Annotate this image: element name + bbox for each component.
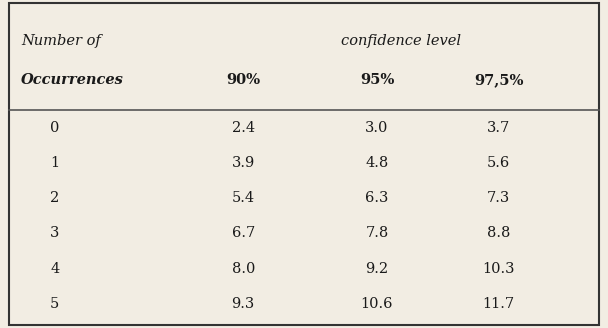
Text: 5.4: 5.4 [232, 191, 255, 205]
Text: 2: 2 [50, 191, 60, 205]
Text: 6.7: 6.7 [232, 226, 255, 240]
Text: Occurrences: Occurrences [21, 73, 124, 87]
Text: 3.9: 3.9 [232, 156, 255, 170]
Text: 5: 5 [50, 297, 60, 311]
Text: 90%: 90% [226, 73, 260, 87]
Text: 97,5%: 97,5% [474, 73, 523, 87]
Text: 3.7: 3.7 [487, 120, 510, 134]
Text: 1: 1 [50, 156, 60, 170]
Text: 10.6: 10.6 [361, 297, 393, 311]
Text: 7.8: 7.8 [365, 226, 389, 240]
Text: confidence level: confidence level [341, 34, 461, 48]
Text: 3.0: 3.0 [365, 120, 389, 134]
Text: 10.3: 10.3 [482, 261, 515, 276]
Text: 9.2: 9.2 [365, 261, 389, 276]
Text: 9.3: 9.3 [232, 297, 255, 311]
Text: 8.0: 8.0 [232, 261, 255, 276]
Text: 7.3: 7.3 [487, 191, 510, 205]
Text: 3: 3 [50, 226, 60, 240]
Text: 4.8: 4.8 [365, 156, 389, 170]
Text: Number of: Number of [21, 34, 101, 48]
Text: 5.6: 5.6 [487, 156, 510, 170]
Text: 11.7: 11.7 [483, 297, 514, 311]
Text: 0: 0 [50, 120, 60, 134]
Text: 2.4: 2.4 [232, 120, 255, 134]
Text: 8.8: 8.8 [487, 226, 510, 240]
Text: 4: 4 [50, 261, 60, 276]
Text: 95%: 95% [360, 73, 394, 87]
Text: 6.3: 6.3 [365, 191, 389, 205]
